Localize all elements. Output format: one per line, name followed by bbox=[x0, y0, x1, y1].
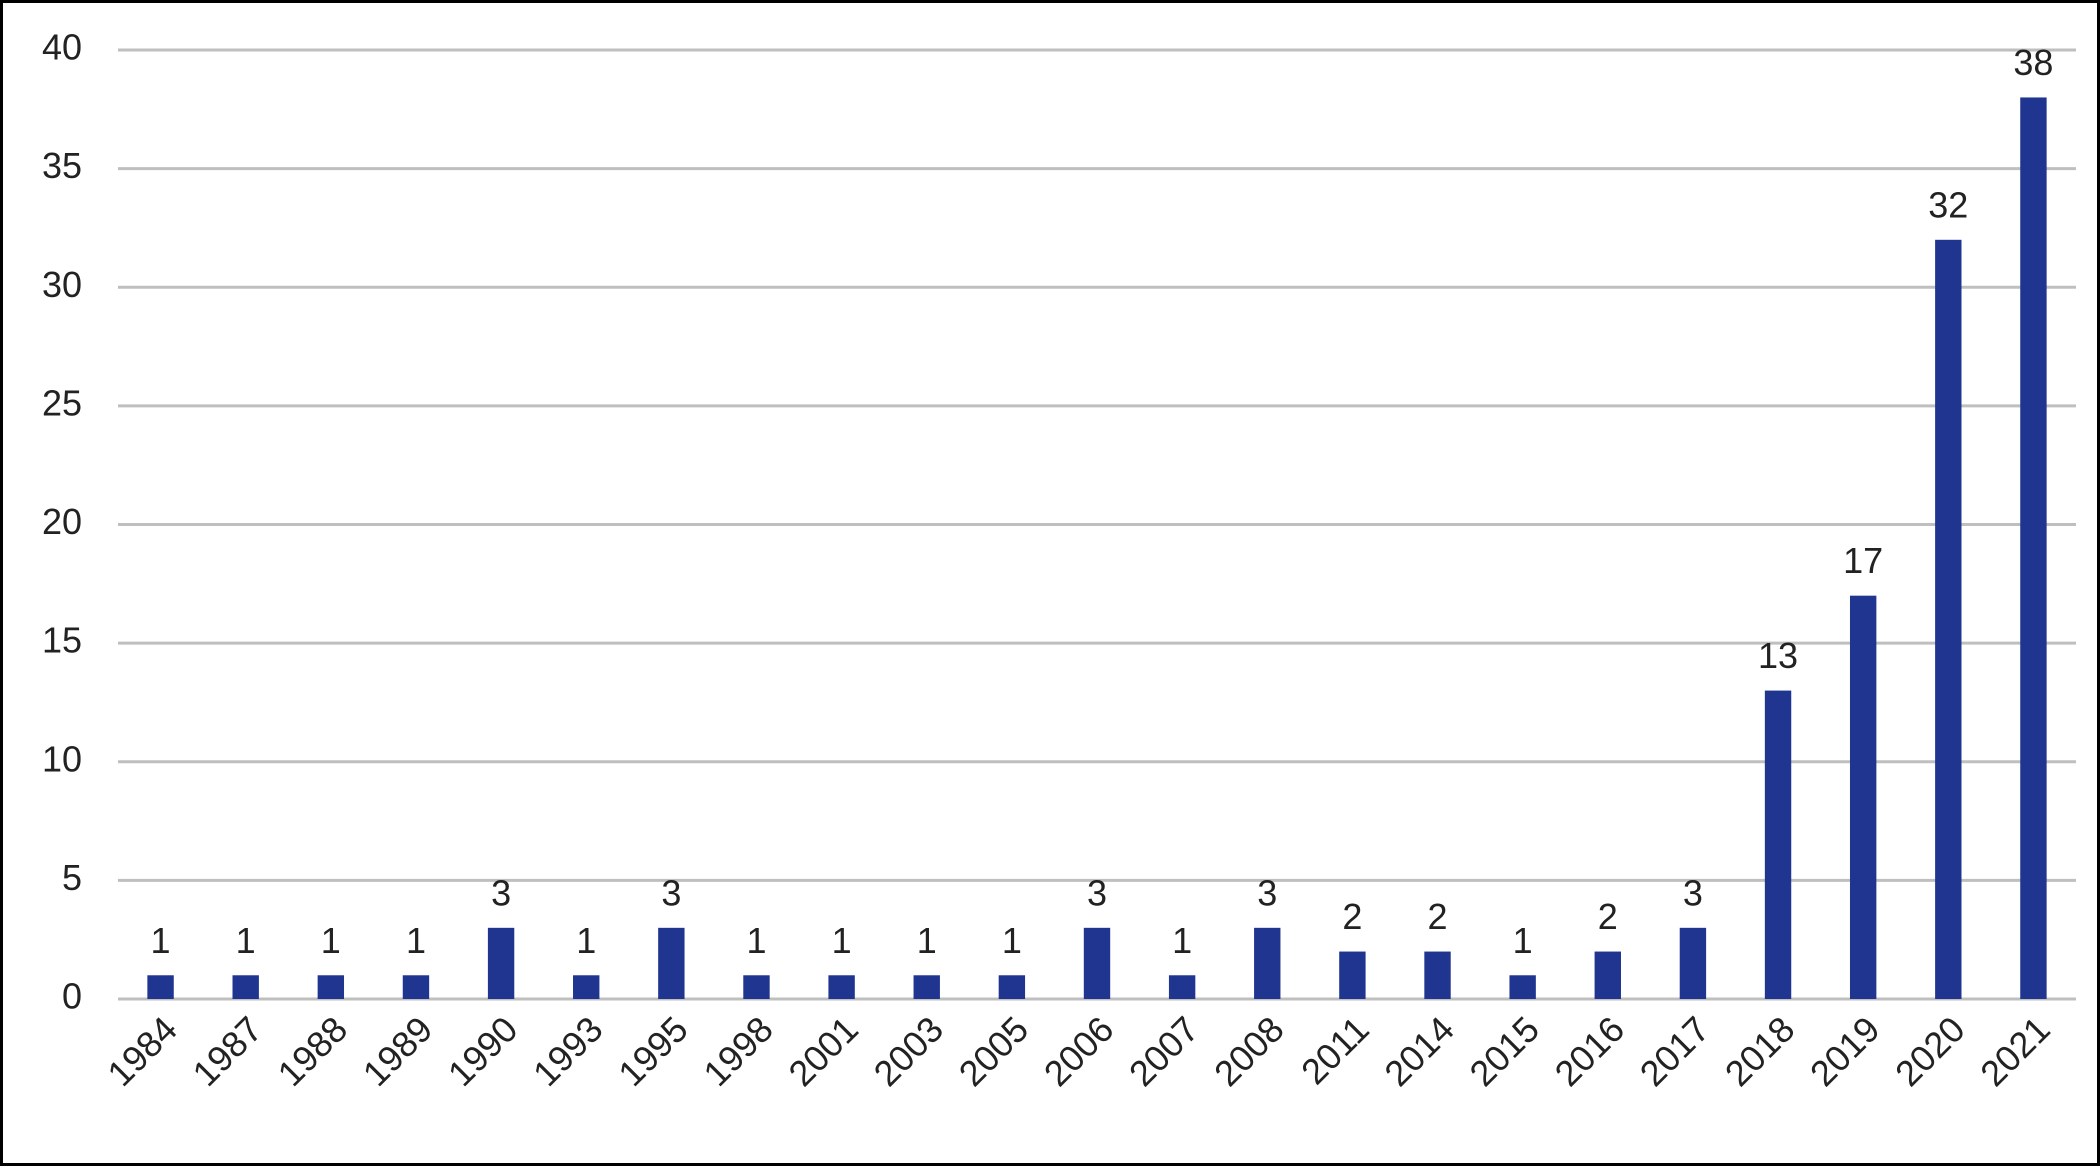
data-label: 1 bbox=[151, 920, 171, 961]
y-tick-label: 40 bbox=[42, 27, 82, 68]
bar bbox=[402, 975, 430, 999]
bar bbox=[2020, 97, 2047, 999]
data-label: 17 bbox=[1843, 540, 1883, 581]
bar bbox=[1849, 595, 1877, 999]
data-label: 1 bbox=[321, 920, 341, 961]
bar bbox=[743, 975, 770, 999]
bar bbox=[1509, 975, 1536, 999]
y-tick-label: 10 bbox=[42, 738, 82, 779]
data-label: 2 bbox=[1342, 896, 1362, 937]
bar bbox=[828, 975, 855, 999]
data-label: 3 bbox=[491, 872, 511, 913]
bar bbox=[1083, 927, 1111, 999]
data-label: 1 bbox=[576, 920, 596, 961]
data-label: 1 bbox=[236, 920, 256, 961]
data-label: 1 bbox=[406, 920, 426, 961]
data-label: 3 bbox=[1087, 872, 1107, 913]
data-label: 1 bbox=[1172, 920, 1192, 961]
bar bbox=[232, 975, 259, 999]
y-tick-label: 25 bbox=[42, 382, 82, 423]
y-tick-label: 30 bbox=[42, 264, 82, 305]
bar bbox=[1764, 690, 1792, 999]
bar bbox=[487, 927, 515, 999]
y-tick-label: 20 bbox=[42, 501, 82, 542]
data-label: 3 bbox=[661, 872, 681, 913]
bar bbox=[1935, 239, 1962, 1000]
y-tick-label: 15 bbox=[42, 620, 82, 661]
data-label: 38 bbox=[2013, 42, 2053, 83]
y-tick-label: 35 bbox=[42, 145, 82, 186]
data-label: 2 bbox=[1598, 896, 1618, 937]
data-label: 13 bbox=[1758, 635, 1798, 676]
data-label: 1 bbox=[917, 920, 937, 961]
bar bbox=[317, 975, 345, 999]
data-label: 32 bbox=[1928, 184, 1968, 225]
data-label: 1 bbox=[746, 920, 766, 961]
data-label: 1 bbox=[1513, 920, 1533, 961]
bar bbox=[1339, 951, 1366, 999]
data-label: 1 bbox=[832, 920, 852, 961]
bar bbox=[998, 975, 1026, 999]
data-label: 2 bbox=[1428, 896, 1448, 937]
y-tick-label: 0 bbox=[62, 976, 82, 1017]
bar bbox=[147, 975, 174, 999]
bar bbox=[1594, 951, 1621, 999]
data-label: 3 bbox=[1683, 872, 1703, 913]
bar bbox=[1424, 951, 1451, 999]
bar bbox=[1254, 927, 1281, 999]
bar bbox=[658, 927, 685, 999]
data-label: 3 bbox=[1257, 872, 1277, 913]
bar bbox=[913, 975, 940, 999]
data-label: 1 bbox=[1002, 920, 1022, 961]
bar bbox=[1168, 975, 1196, 999]
bar bbox=[573, 975, 600, 999]
bar bbox=[1679, 927, 1707, 999]
y-tick-label: 5 bbox=[62, 857, 82, 898]
